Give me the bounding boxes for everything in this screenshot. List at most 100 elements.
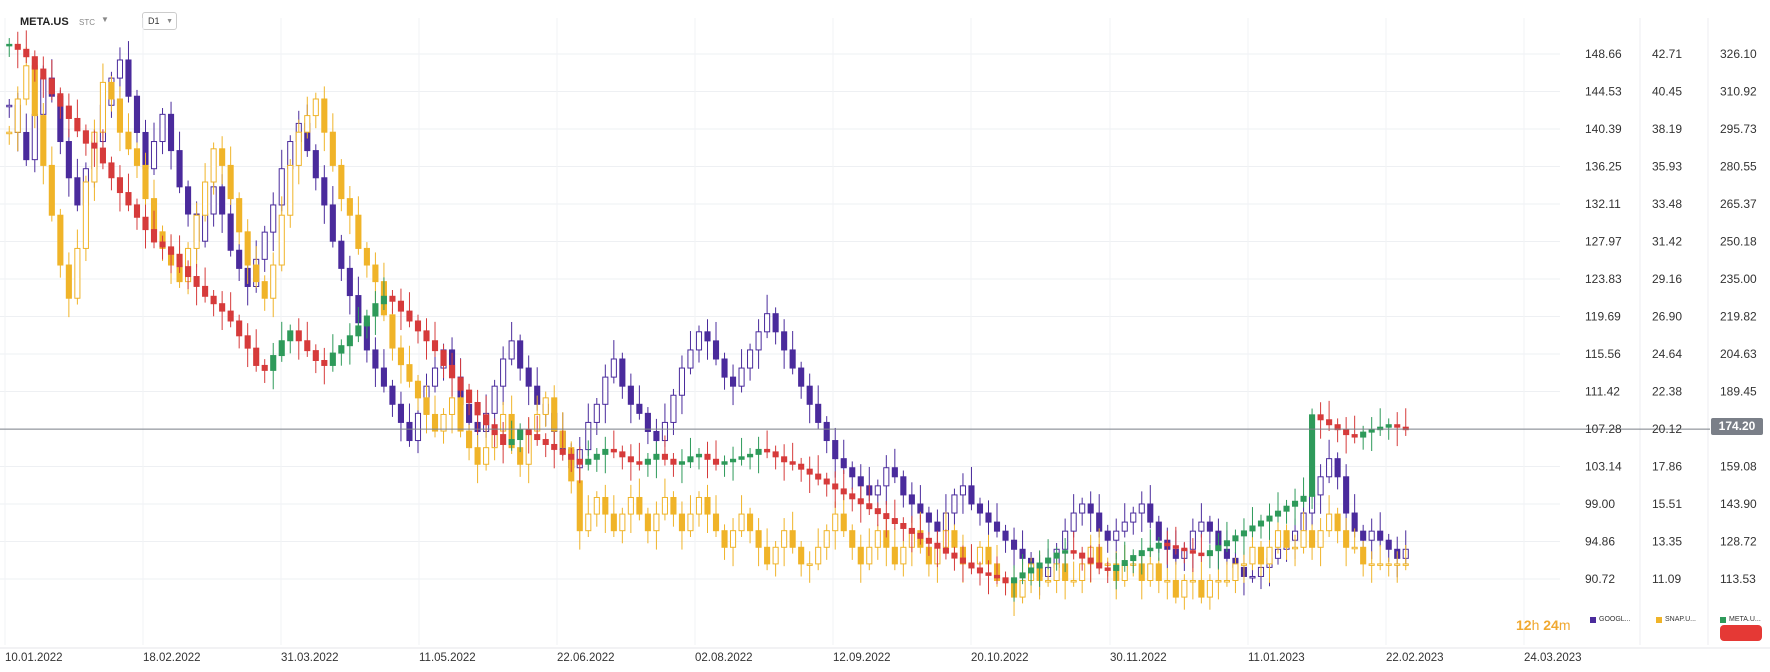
sell-button[interactable] xyxy=(1720,625,1762,641)
candle-body xyxy=(772,451,779,458)
candle-body xyxy=(738,456,745,460)
candle-body xyxy=(610,448,617,453)
candle-body xyxy=(82,181,89,249)
candle-body xyxy=(466,389,473,403)
candle-body xyxy=(627,385,634,405)
candle-body xyxy=(866,503,873,510)
candle-body xyxy=(329,131,336,166)
candle-body xyxy=(602,376,609,405)
candle-body xyxy=(1266,515,1273,522)
candle-body xyxy=(74,247,81,299)
legend-label: SNAP.U... xyxy=(1665,616,1696,623)
candle-body xyxy=(798,367,805,387)
candle-body xyxy=(1206,579,1213,598)
candle-body xyxy=(857,498,864,505)
candle-body xyxy=(1317,476,1324,496)
candle-body xyxy=(1334,513,1341,532)
candle-body xyxy=(891,467,898,478)
candle-body xyxy=(363,315,370,327)
candle-body xyxy=(840,458,847,469)
symbol-name[interactable]: META.US xyxy=(20,16,69,28)
candle-body xyxy=(321,98,328,133)
candle-body xyxy=(1274,530,1282,548)
candle-body xyxy=(874,508,881,515)
candle-body xyxy=(610,513,617,532)
candle-body xyxy=(1257,546,1265,565)
legend-googl[interactable]: GOOGL... xyxy=(1590,616,1631,623)
y-tick-label: 159.08 xyxy=(1720,460,1757,474)
candle-body xyxy=(346,267,353,297)
candle-body xyxy=(74,117,81,132)
candle-body xyxy=(185,266,192,278)
candle-body xyxy=(951,494,958,514)
legend-label: GOOGL... xyxy=(1599,616,1631,623)
candle-body xyxy=(1062,550,1069,554)
candle-body xyxy=(764,313,771,333)
legend-snap[interactable]: SNAP.U... xyxy=(1656,616,1696,623)
symbol-dropdown-icon[interactable]: ▼ xyxy=(101,15,109,24)
candle-body xyxy=(57,214,64,266)
candle-body xyxy=(678,461,686,465)
candle-body xyxy=(236,198,243,233)
candle-body xyxy=(74,177,81,206)
candle-body xyxy=(1113,564,1120,571)
candle-body xyxy=(568,453,575,460)
candle-body xyxy=(747,453,754,458)
candle-body xyxy=(840,488,847,495)
candle-body xyxy=(695,331,703,351)
candle-body xyxy=(1249,575,1256,579)
candle-body xyxy=(534,434,541,441)
candle-body xyxy=(1283,530,1290,548)
candle-body xyxy=(576,480,583,532)
time-axis: 10.01.2022 18.02.2022 31.03.2022 11.05.2022… xyxy=(5,652,1582,664)
candle-body xyxy=(891,546,898,565)
candle-body xyxy=(951,530,958,548)
candle-body xyxy=(116,98,124,133)
candle-body xyxy=(1223,540,1230,547)
candle-body xyxy=(355,214,362,249)
candle-body xyxy=(1045,557,1052,564)
candle-body xyxy=(176,253,183,268)
y-tick-label: 127.97 xyxy=(1585,235,1622,249)
candle-body xyxy=(1215,545,1222,552)
candle-body xyxy=(1291,500,1299,507)
candle-body xyxy=(602,448,609,455)
candle-body xyxy=(1232,563,1239,581)
candle-body xyxy=(1360,431,1367,438)
candle-body xyxy=(295,131,302,166)
candle-body xyxy=(1394,424,1401,428)
candle-body xyxy=(1206,521,1213,532)
candle-body xyxy=(1172,545,1179,549)
x-tick-label: 11.01.2023 xyxy=(1248,652,1305,664)
candle-body xyxy=(440,413,447,432)
candle-body xyxy=(40,115,47,166)
candle-body xyxy=(925,537,932,544)
candle-body xyxy=(1360,530,1367,541)
candle-body xyxy=(764,546,771,565)
candle-body xyxy=(619,451,626,458)
candle-body xyxy=(65,264,72,299)
y-tick-label: 94.86 xyxy=(1585,535,1615,549)
candle-body xyxy=(1385,424,1392,428)
y-tick-label: 103.14 xyxy=(1585,460,1622,474)
candle-body xyxy=(159,241,166,248)
candle-body xyxy=(704,453,711,460)
y-tick-label: 128.72 xyxy=(1720,535,1757,549)
candle-body xyxy=(236,249,243,269)
candle-body xyxy=(576,458,583,465)
y-tick-label: 123.83 xyxy=(1585,272,1622,286)
candle-body xyxy=(1326,458,1333,478)
candle-body xyxy=(133,204,141,218)
candle-body xyxy=(304,115,311,133)
candle-body xyxy=(23,65,30,100)
candle-body xyxy=(483,414,490,426)
legend-meta[interactable]: META.U... xyxy=(1720,616,1761,623)
candle-body xyxy=(219,148,226,166)
candle-body xyxy=(1351,546,1358,550)
candle-body xyxy=(312,350,319,361)
candle-body xyxy=(1343,530,1350,548)
y-tick-label: 26.90 xyxy=(1652,310,1682,324)
x-tick-label: 22.06.2022 xyxy=(557,652,615,664)
candle-body xyxy=(1189,579,1196,583)
